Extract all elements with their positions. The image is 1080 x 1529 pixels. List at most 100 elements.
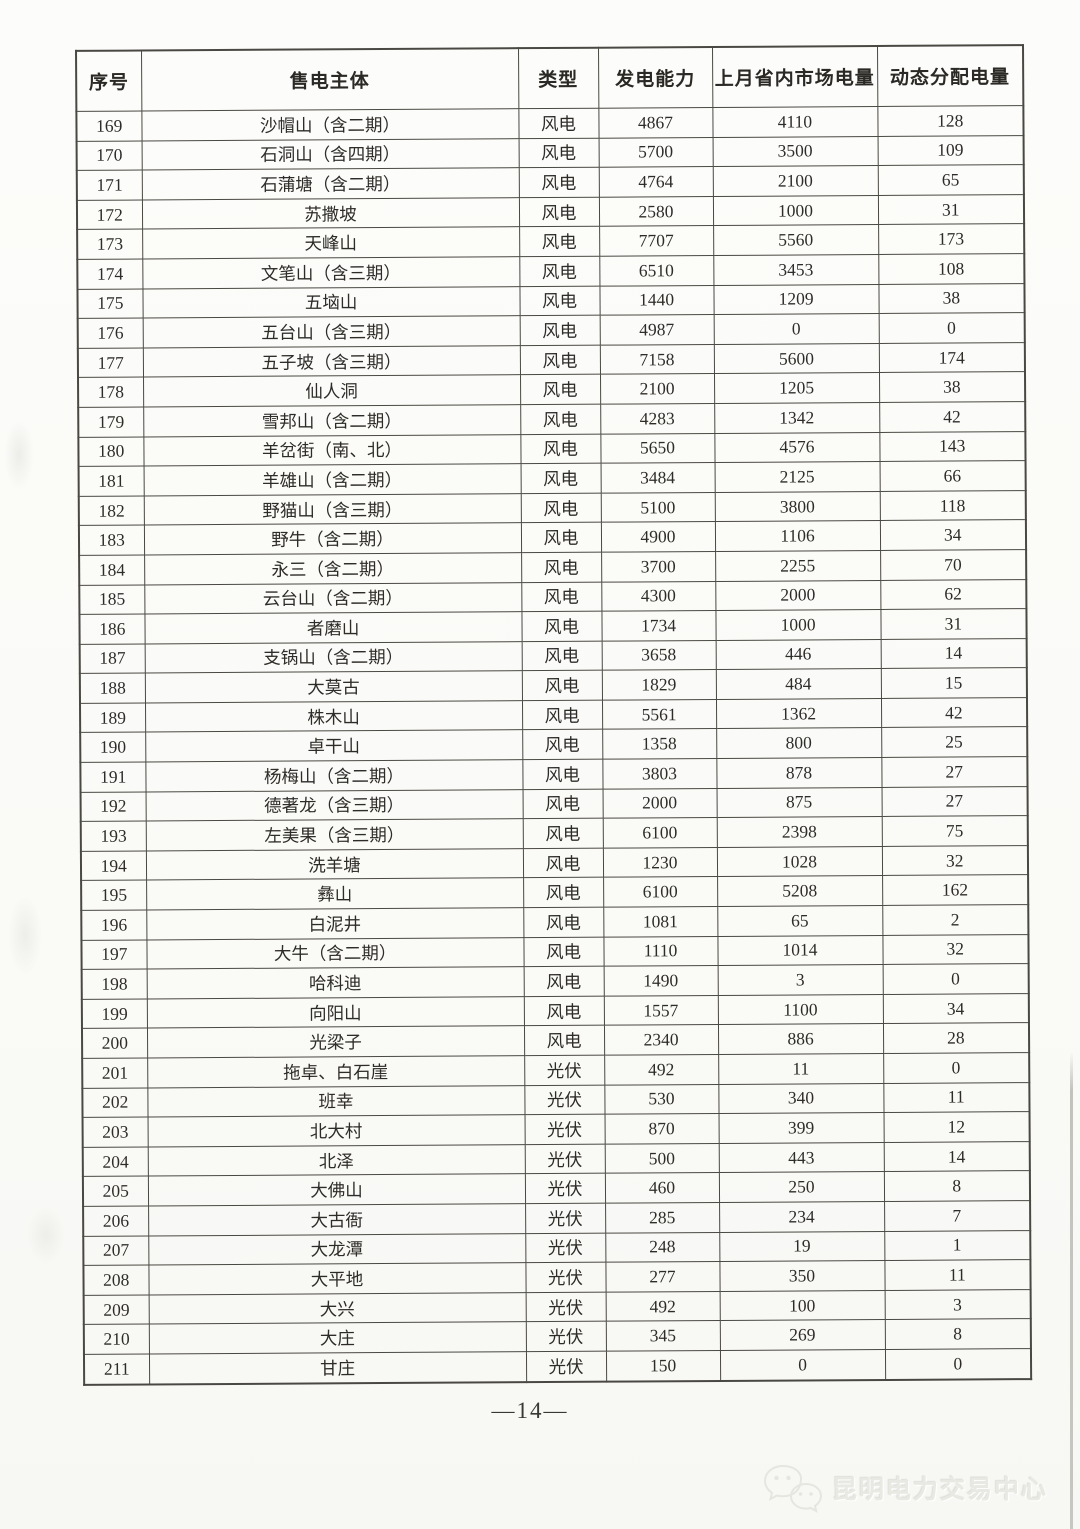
dynamic-allocation-cell: 42: [880, 697, 1028, 728]
index-cell: 176: [77, 318, 143, 349]
last-month-volume-cell: 65: [717, 905, 883, 937]
capacity-cell: 3803: [602, 758, 717, 789]
entity-cell: 大牛（含二期）: [146, 937, 524, 970]
entity-cell: 拖卓、白石崖: [147, 1055, 525, 1088]
dynamic-allocation-cell: 34: [879, 519, 1027, 551]
index-cell: 177: [77, 347, 144, 378]
entity-cell: 者磨山: [144, 611, 522, 644]
entity-cell: 株木山: [144, 700, 523, 733]
last-month-volume-cell: 5560: [713, 224, 879, 256]
type-cell: 风电: [519, 285, 600, 316]
last-month-volume-cell: 484: [715, 668, 881, 700]
dynamic-allocation-cell: 7: [884, 1200, 1031, 1232]
last-month-volume-cell: 443: [718, 1142, 884, 1173]
last-month-volume-cell: 1209: [713, 284, 879, 315]
index-cell: 173: [77, 229, 143, 260]
dynamic-allocation-cell: 14: [880, 638, 1027, 669]
last-month-volume-cell: 3: [717, 964, 883, 996]
type-cell: 风电: [519, 344, 601, 376]
capacity-cell: 530: [604, 1084, 719, 1115]
type-cell: 风电: [520, 433, 601, 464]
last-month-volume-cell: 4576: [714, 432, 880, 463]
capacity-cell: 4283: [600, 403, 715, 434]
last-month-volume-cell: 1342: [714, 402, 880, 434]
index-cell: 183: [78, 525, 145, 556]
entity-cell: 大莫古: [144, 670, 522, 703]
index-cell: 189: [80, 702, 146, 733]
last-month-volume-cell: 340: [718, 1083, 884, 1114]
dynamic-allocation-cell: 38: [878, 371, 1026, 403]
capacity-cell: 3658: [601, 640, 716, 671]
entity-cell: 天峰山: [142, 227, 520, 259]
entity-cell: 甘庄: [148, 1351, 527, 1384]
dynamic-allocation-cell: 143: [879, 431, 1026, 462]
dynamic-allocation-cell: 34: [882, 993, 1029, 1024]
watermark: 昆明电力交易中心: [762, 1462, 1048, 1514]
dynamic-allocation-cell: 75: [881, 815, 1028, 847]
header-type: 类型: [518, 47, 599, 109]
index-cell: 202: [82, 1087, 148, 1118]
dynamic-allocation-cell: 11: [883, 1082, 1030, 1113]
capacity-cell: 7707: [599, 225, 714, 257]
dynamic-allocation-cell: 27: [881, 786, 1028, 817]
scan-artifact-line: [1070, 1052, 1073, 1529]
last-month-volume-cell: 1014: [717, 935, 883, 966]
dynamic-allocation-cell: 32: [882, 934, 1029, 965]
type-cell: 风电: [519, 315, 600, 346]
index-cell: 180: [78, 436, 144, 467]
capacity-cell: 4867: [598, 107, 713, 138]
index-cell: 193: [80, 821, 146, 852]
index-cell: 182: [78, 495, 144, 526]
header-last-month-volume: 上月省内市场电量: [712, 45, 878, 108]
entity-cell: 哈科迪: [146, 966, 524, 999]
type-cell: 风电: [520, 463, 601, 494]
capacity-cell: 1490: [603, 965, 718, 996]
index-cell: 185: [79, 584, 145, 615]
capacity-cell: 3700: [601, 551, 716, 582]
header-index: 序号: [76, 50, 142, 112]
last-month-volume-cell: 2255: [715, 550, 881, 581]
type-cell: 光伏: [525, 1351, 607, 1382]
last-month-volume-cell: 2100: [712, 165, 878, 197]
last-month-volume-cell: 4110: [712, 106, 878, 138]
type-cell: 风电: [520, 522, 602, 553]
dynamic-allocation-cell: 62: [880, 579, 1027, 610]
capacity-cell: 500: [604, 1143, 719, 1174]
entity-cell: 大兴: [148, 1292, 526, 1325]
capacity-cell: 5650: [600, 433, 715, 464]
dynamic-allocation-cell: 12: [883, 1111, 1030, 1143]
type-cell: 风电: [519, 226, 600, 257]
capacity-cell: 4900: [600, 521, 716, 553]
dynamic-allocation-cell: 8: [884, 1318, 1031, 1350]
dynamic-allocation-cell: 0: [884, 1348, 1032, 1380]
capacity-cell: 2340: [603, 1024, 719, 1056]
last-month-volume-cell: 19: [719, 1231, 885, 1262]
index-cell: 199: [81, 998, 147, 1029]
last-month-volume-cell: 2125: [714, 461, 880, 493]
type-cell: 风电: [520, 374, 601, 405]
capacity-cell: 5561: [601, 699, 717, 730]
entity-cell: 五子坡（含三期）: [142, 345, 521, 378]
last-month-volume-cell: 446: [715, 639, 881, 670]
dynamic-allocation-cell: 70: [880, 549, 1027, 580]
index-cell: 181: [78, 466, 144, 497]
dynamic-allocation-cell: 31: [880, 608, 1027, 640]
entity-cell: 洗羊塘: [145, 848, 524, 881]
capacity-cell: 277: [605, 1261, 720, 1292]
scan-smudge: [26, 1205, 66, 1265]
last-month-volume-cell: 250: [718, 1171, 885, 1203]
dynamic-allocation-cell: 32: [881, 845, 1029, 876]
type-cell: 风电: [522, 818, 603, 849]
dynamic-allocation-cell: 31: [877, 194, 1025, 225]
index-cell: 188: [79, 673, 145, 704]
capacity-cell: 492: [604, 1054, 719, 1085]
dynamic-allocation-cell: 118: [879, 490, 1026, 521]
type-cell: 风电: [518, 108, 599, 139]
dynamic-allocation-cell: 8: [883, 1170, 1031, 1202]
type-cell: 风电: [520, 492, 601, 523]
capacity-cell: 4300: [601, 580, 716, 612]
capacity-cell: 345: [605, 1320, 720, 1352]
entity-cell: 大平地: [148, 1262, 526, 1295]
capacity-cell: 1829: [601, 669, 716, 701]
